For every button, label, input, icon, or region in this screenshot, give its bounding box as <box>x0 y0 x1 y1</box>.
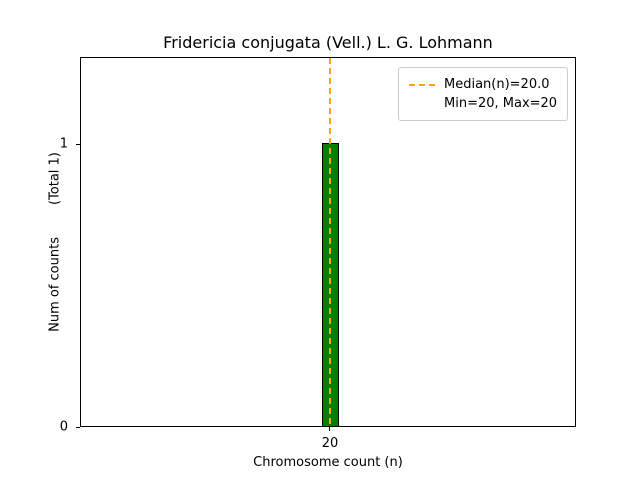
ytick-label-0: 0 <box>59 419 68 435</box>
x-axis-label: Chromosome count (n) <box>253 455 403 470</box>
y-axis-label-total: (Total 1) <box>47 152 63 206</box>
plot-area: Median(n)=20.0 Min=20, Max=20 <box>80 57 576 427</box>
y-axis-label-main: Num of counts <box>47 237 63 332</box>
legend-median-label: Median(n)=20.0 <box>444 77 550 92</box>
chart-title: Fridericia conjugata (Vell.) L. G. Lohma… <box>163 33 493 52</box>
ytick-mark-1 <box>76 144 80 145</box>
median-line <box>329 58 331 426</box>
legend-row-median: Median(n)=20.0 <box>409 75 557 94</box>
plot-inner <box>81 58 575 426</box>
y-axis-label: Num of counts (Total 1) <box>48 152 63 332</box>
median-line-swatch-icon <box>409 83 436 86</box>
ytick-label-1: 1 <box>59 136 68 152</box>
legend-row-minmax: Min=20, Max=20 <box>444 94 557 113</box>
xtick-mark-20 <box>329 427 330 431</box>
ytick-mark-0 <box>76 427 80 428</box>
xtick-label-20: 20 <box>321 436 339 451</box>
legend: Median(n)=20.0 Min=20, Max=20 <box>398 67 569 121</box>
legend-minmax-label: Min=20, Max=20 <box>444 96 558 111</box>
